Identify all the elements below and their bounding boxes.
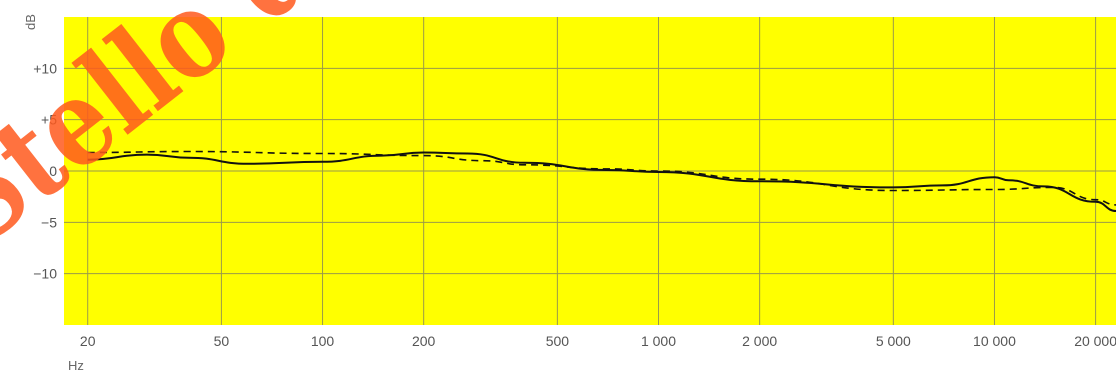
y-tick-label: −10 — [33, 266, 57, 282]
y-tick-label: −5 — [41, 214, 57, 230]
x-tick-label: 20 000 — [1074, 333, 1116, 349]
x-tick-label: 20 — [80, 333, 96, 349]
x-tick-label: 100 — [311, 333, 335, 349]
x-tick-label: 50 — [214, 333, 230, 349]
x-axis-unit: Hz — [68, 358, 84, 373]
y-axis-unit: dB — [23, 14, 38, 30]
x-tick-label: 2 000 — [742, 333, 777, 349]
series-group — [87, 150, 1116, 212]
x-tick-label: 5 000 — [876, 333, 911, 349]
grid — [64, 17, 1116, 325]
y-tick-label: 0 — [49, 163, 57, 179]
x-tick-label: 10 000 — [973, 333, 1016, 349]
y-tick-label: +10 — [33, 60, 57, 76]
x-tick-labels: 20 50 100 200 500 1 000 2 000 5 000 10 000 20 000 — [80, 333, 1116, 349]
series-line-dashed — [87, 150, 1116, 206]
y-tick-labels: +10 +5 0 −5 −10 — [33, 60, 57, 281]
x-tick-label: 500 — [546, 333, 570, 349]
x-tick-label: 200 — [412, 333, 436, 349]
y-tick-label: +5 — [41, 112, 57, 128]
series-line-solid — [87, 151, 1116, 212]
x-tick-label: 1 000 — [641, 333, 676, 349]
